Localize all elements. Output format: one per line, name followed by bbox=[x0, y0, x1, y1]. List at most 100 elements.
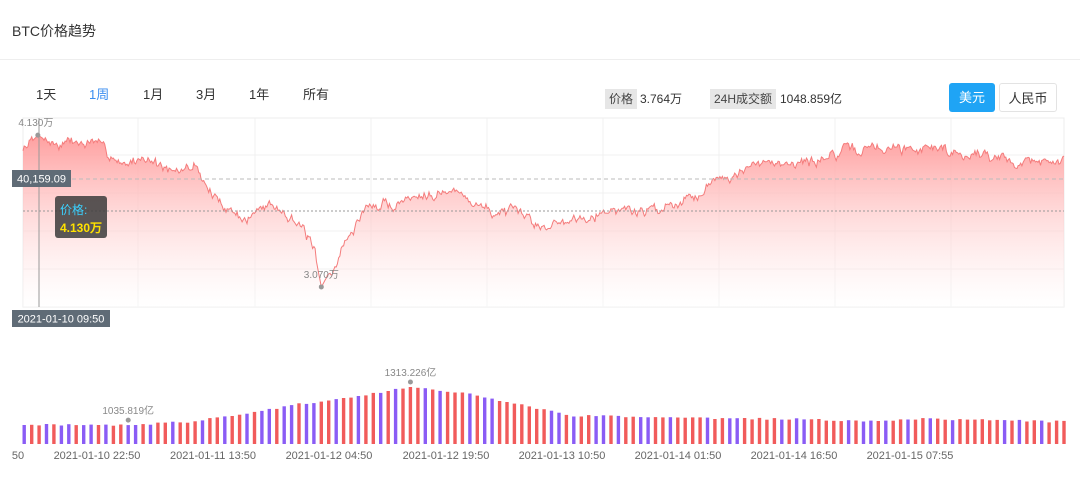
volume-bar-117 bbox=[891, 420, 895, 444]
page-title: BTC价格趋势 bbox=[12, 23, 96, 39]
volume-bar-38 bbox=[304, 403, 309, 444]
cursor-date-text: 2021-01-10 09:50 bbox=[18, 314, 105, 326]
volume-bar-91 bbox=[698, 417, 702, 444]
volume-bar-75 bbox=[579, 416, 583, 444]
volume-bar-97 bbox=[742, 418, 747, 444]
volume-bar-23 bbox=[193, 421, 197, 444]
volume-bar-43 bbox=[341, 398, 346, 444]
volume-bar-39 bbox=[312, 403, 316, 444]
volume-bar-17 bbox=[148, 424, 153, 444]
tab-all[interactable]: 所有 bbox=[303, 87, 330, 102]
volume-bar-120 bbox=[913, 419, 918, 444]
volume-min-marker bbox=[125, 417, 131, 423]
volume-bar-27 bbox=[223, 416, 227, 444]
volume-bar-110 bbox=[839, 421, 843, 444]
volume-bar-96 bbox=[735, 418, 739, 444]
volume-bar-102 bbox=[780, 419, 784, 444]
volume-bar-98 bbox=[750, 419, 754, 444]
tooltip-value: 4.130万 bbox=[60, 221, 102, 235]
tab-1m[interactable]: 1月 bbox=[143, 87, 164, 102]
volume-bar-113 bbox=[861, 421, 866, 444]
volume-bar-111 bbox=[846, 420, 851, 444]
tab-1d[interactable]: 1天 bbox=[36, 87, 57, 102]
price-volume-chart[interactable]: 4.130万 3.070万 40,159.09 价格: 4.130万 2021-01-10… bbox=[0, 110, 1080, 470]
volume-max-label: 1313.226亿 bbox=[385, 366, 437, 379]
volume-bar-26 bbox=[215, 417, 219, 444]
volume-bar-137 bbox=[1040, 420, 1044, 444]
volume-bar-83 bbox=[639, 417, 643, 444]
tab-1w[interactable]: 1周 bbox=[89, 87, 110, 102]
price-max-label: 4.130万 bbox=[18, 118, 53, 129]
volume-bar-93 bbox=[713, 419, 717, 444]
volume-label: 24H成交额 bbox=[710, 89, 777, 109]
volume-bar-44 bbox=[349, 397, 353, 444]
volume-bar-13 bbox=[119, 424, 123, 444]
volume-bar-31 bbox=[252, 411, 257, 444]
volume-bar-119 bbox=[906, 419, 910, 444]
price-min-label: 3.070万 bbox=[304, 270, 339, 281]
volume-bar-108 bbox=[824, 420, 828, 444]
volume-bar-46 bbox=[364, 395, 368, 444]
volume-bar-3 bbox=[44, 424, 49, 444]
volume-bar-80 bbox=[616, 415, 621, 444]
volume-bar-126 bbox=[958, 419, 962, 444]
x-tick-label-7: 2021-01-14 16:50 bbox=[751, 450, 838, 462]
volume-bar-29 bbox=[237, 414, 242, 444]
volume-bar-25 bbox=[208, 418, 212, 444]
volume-bar-81 bbox=[624, 417, 628, 444]
volume-bar-61 bbox=[475, 395, 479, 444]
volume-bar-24 bbox=[200, 420, 205, 444]
x-tick-label-1: 2021-01-10 22:50 bbox=[54, 450, 141, 462]
volume-bar-89 bbox=[683, 417, 687, 444]
currency-cny-button[interactable]: 人民币 bbox=[999, 83, 1057, 112]
volume-bar-41 bbox=[327, 400, 331, 444]
price-line bbox=[22, 134, 1065, 289]
volume-bar-15 bbox=[133, 425, 138, 444]
volume-bar-74 bbox=[572, 416, 576, 444]
volume-bar-94 bbox=[720, 418, 725, 444]
volume-bar-9 bbox=[89, 424, 93, 444]
volume-bar-101 bbox=[772, 418, 777, 444]
volume-bar-11 bbox=[104, 424, 108, 444]
cursor-price-badge bbox=[12, 170, 71, 187]
volume-bar-79 bbox=[609, 415, 613, 444]
x-tick-label-3: 2021-01-12 04:50 bbox=[286, 450, 373, 462]
volume-bar-109 bbox=[832, 420, 836, 444]
volume-value: 1048.859亿 bbox=[780, 92, 843, 106]
tab-3m[interactable]: 3月 bbox=[196, 87, 217, 102]
volume-bar-49 bbox=[386, 391, 390, 444]
volume-bar-122 bbox=[928, 418, 932, 444]
volume-bar-57 bbox=[445, 391, 450, 444]
x-tick-label-8: 2021-01-15 07:55 bbox=[867, 450, 954, 462]
volume-bar-82 bbox=[631, 416, 635, 444]
volume-bar-56 bbox=[438, 390, 442, 444]
title-bar: BTC价格趋势 bbox=[0, 0, 1080, 60]
volume-bar-71 bbox=[549, 410, 554, 444]
tab-1y[interactable]: 1年 bbox=[249, 87, 270, 102]
volume-bar-22 bbox=[185, 422, 190, 444]
volume-bar-112 bbox=[854, 420, 858, 444]
volume-bar-88 bbox=[676, 417, 680, 444]
volume-bar-69 bbox=[535, 408, 539, 444]
currency-usd-button[interactable]: 美元 bbox=[949, 83, 995, 112]
volume-bar-103 bbox=[787, 419, 791, 444]
volume-bar-16 bbox=[141, 424, 145, 444]
volume-bar-58 bbox=[453, 392, 457, 444]
volume-max-marker bbox=[407, 379, 413, 385]
volume-bar-28 bbox=[230, 416, 234, 444]
volume-bar-121 bbox=[921, 418, 925, 444]
cursor-date-badge bbox=[12, 310, 110, 327]
volume-bar-123 bbox=[936, 418, 940, 444]
volume-bar-34 bbox=[275, 408, 279, 444]
volume-bar-92 bbox=[705, 417, 710, 444]
volume-bar-73 bbox=[564, 414, 569, 444]
volume-bar-100 bbox=[765, 419, 769, 444]
volume-bar-133 bbox=[1010, 420, 1014, 444]
volume-bar-87 bbox=[668, 417, 673, 444]
volume-bar-130 bbox=[988, 420, 992, 444]
volume-bar-18 bbox=[156, 422, 160, 444]
volume-bar-64 bbox=[497, 401, 502, 444]
volume-bar-32 bbox=[260, 410, 264, 444]
volume-bar-50 bbox=[393, 388, 398, 444]
volume-bar-1 bbox=[30, 424, 34, 444]
